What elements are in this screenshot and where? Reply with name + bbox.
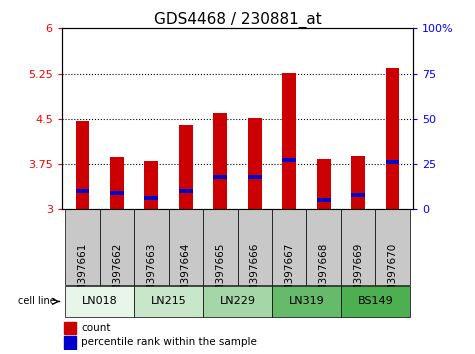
Bar [76, 189, 89, 193]
Text: cell line: cell line [18, 297, 56, 307]
Bar [65, 286, 134, 317]
Text: GSM397662: GSM397662 [112, 243, 122, 307]
Bar [134, 209, 169, 285]
Bar [282, 73, 296, 209]
Bar [169, 209, 203, 285]
Text: LN319: LN319 [288, 296, 324, 306]
Bar [213, 113, 227, 209]
Text: GSM397667: GSM397667 [284, 243, 294, 307]
Text: GSM397669: GSM397669 [353, 243, 363, 307]
Bar [248, 118, 262, 209]
Bar [386, 160, 399, 164]
Bar [306, 209, 341, 285]
Text: GSM397661: GSM397661 [77, 243, 87, 307]
Text: percentile rank within the sample: percentile rank within the sample [81, 337, 257, 348]
Bar [203, 286, 272, 317]
Bar [110, 157, 124, 209]
Bar [238, 209, 272, 285]
Text: LN215: LN215 [151, 296, 187, 306]
Bar [341, 286, 410, 317]
Bar [351, 193, 365, 197]
Title: GDS4468 / 230881_at: GDS4468 / 230881_at [153, 12, 322, 28]
Bar [341, 209, 375, 285]
Bar [64, 336, 76, 349]
Bar [179, 189, 193, 193]
Bar [179, 125, 193, 209]
Bar [272, 286, 341, 317]
Text: GSM397666: GSM397666 [250, 243, 260, 307]
Text: GSM397670: GSM397670 [388, 243, 398, 306]
Bar [110, 191, 124, 195]
Bar [248, 175, 262, 179]
Text: LN018: LN018 [82, 296, 117, 306]
Text: count: count [81, 323, 111, 333]
Bar [100, 209, 134, 285]
Bar [203, 209, 238, 285]
Bar [351, 156, 365, 209]
Bar [386, 68, 399, 209]
Text: GSM397664: GSM397664 [181, 243, 191, 307]
Bar [134, 286, 203, 317]
Bar [65, 209, 100, 285]
Bar [317, 159, 331, 209]
Bar [282, 158, 296, 162]
Text: GSM397668: GSM397668 [319, 243, 329, 307]
Bar [213, 175, 227, 179]
Bar [272, 209, 306, 285]
Text: LN229: LN229 [219, 296, 256, 306]
Text: BS149: BS149 [358, 296, 393, 306]
Text: GSM397663: GSM397663 [146, 243, 156, 307]
Bar [76, 121, 89, 209]
Bar [375, 209, 410, 285]
Bar [144, 161, 158, 209]
Bar [64, 322, 76, 334]
Bar [317, 198, 331, 202]
Bar [144, 196, 158, 200]
Text: GSM397665: GSM397665 [215, 243, 225, 307]
